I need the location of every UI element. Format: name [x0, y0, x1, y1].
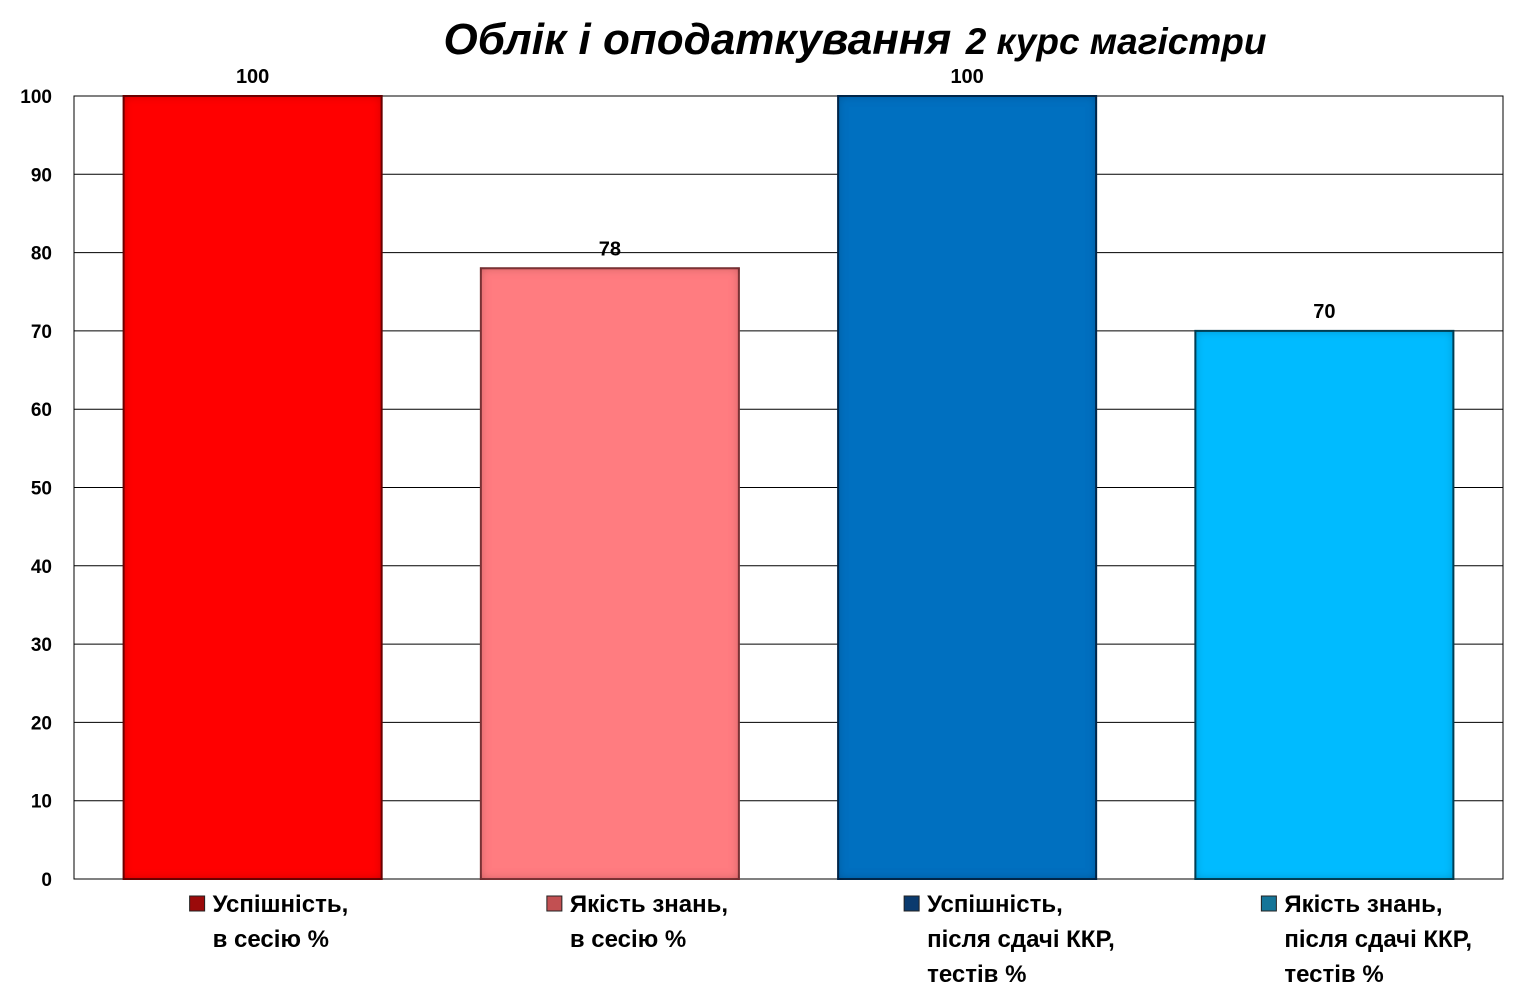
legend-swatch — [189, 895, 206, 912]
y-tick-label: 30 — [31, 635, 52, 656]
chart-title-sub: 2 курс магістри — [965, 21, 1267, 62]
legend-label: в сесію % — [570, 926, 686, 953]
y-tick-label: 80 — [31, 244, 52, 265]
bar — [479, 267, 740, 880]
legend-swatch — [903, 895, 920, 912]
data-label: 100 — [950, 66, 983, 88]
legend-label: Якість знань, — [570, 891, 728, 918]
data-label: 100 — [236, 66, 269, 88]
legend-label: Успішність, — [213, 891, 349, 918]
y-tick-label: 10 — [31, 792, 52, 813]
chart-title-main: Облік і оподаткування — [444, 15, 952, 64]
chart-title: Облік і оподаткування 2 курс магістри — [444, 15, 1267, 64]
legend-label: Успішність, — [927, 891, 1063, 918]
y-tick-label: 60 — [31, 400, 52, 421]
data-label: 78 — [599, 238, 621, 260]
legend-entry: Якість знань, в сесію % — [546, 891, 728, 953]
legend-swatch — [546, 895, 563, 912]
plot-frame — [73, 95, 1504, 880]
legend: Успішність, в сесію % Якість знань, в сесію… — [189, 891, 1472, 988]
legend-swatch — [1260, 895, 1277, 912]
legend-entry: Якість знань, після сдачі ККР, тестів % — [1260, 891, 1472, 988]
bar — [122, 95, 383, 880]
legend-entry: Успішність, в сесію % — [189, 891, 349, 953]
bar — [1194, 329, 1455, 880]
y-axis: 0 10 20 30 40 50 60 70 80 90 100 — [20, 87, 52, 891]
y-tick-label: 100 — [20, 87, 52, 108]
legend-label: тестів % — [927, 961, 1026, 988]
legend-label: в сесію % — [213, 926, 329, 953]
legend-label: тестів % — [1284, 961, 1383, 988]
y-tick-label: 0 — [41, 870, 52, 891]
legend-label: Якість знань, — [1284, 891, 1442, 918]
y-tick-label: 40 — [31, 557, 52, 578]
y-tick-label: 90 — [31, 165, 52, 186]
value-labels: 100 78 100 70 — [236, 66, 1336, 323]
bar — [837, 95, 1098, 880]
legend-entry: Успішність, після сдачі ККР, тестів % — [903, 891, 1115, 988]
legend-label: після сдачі ККР, — [1284, 926, 1472, 953]
y-tick-label: 20 — [31, 713, 52, 734]
y-tick-label: 70 — [31, 322, 52, 343]
data-label: 70 — [1313, 301, 1335, 323]
y-tick-label: 50 — [31, 479, 52, 500]
legend-label: після сдачі ККР, — [927, 926, 1115, 953]
bars — [122, 95, 1455, 880]
